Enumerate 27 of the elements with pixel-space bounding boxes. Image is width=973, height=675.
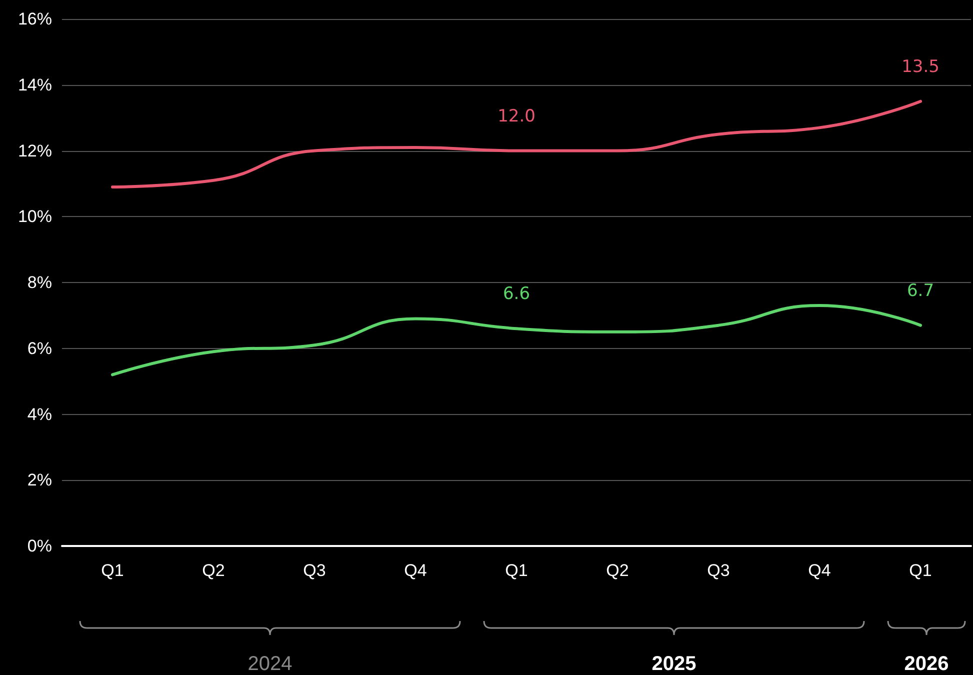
x-tick-label: Q3 xyxy=(707,561,730,580)
data-label: 12.0 xyxy=(498,106,536,126)
y-tick-label: 14% xyxy=(18,75,52,94)
data-label: 6.6 xyxy=(502,284,530,304)
y-tick-label: 4% xyxy=(27,404,52,424)
line-series xyxy=(111,304,922,376)
y-tick-label: 2% xyxy=(27,470,52,490)
x-tick-label: Q1 xyxy=(101,561,124,580)
text: 2024 xyxy=(248,653,292,675)
x-tick-label: Q3 xyxy=(303,561,326,580)
text: 2026 xyxy=(904,653,949,675)
x-tick-label: Q2 xyxy=(202,561,225,580)
y-tick-label: 12% xyxy=(18,141,52,160)
x-tick-label: Q1 xyxy=(505,561,528,580)
y-tick-label: 0% xyxy=(27,536,52,556)
x-tick-label: Q1 xyxy=(909,561,932,580)
text: 2025 xyxy=(652,653,696,675)
y-tick-label: 10% xyxy=(18,207,52,226)
line-series xyxy=(111,100,922,188)
x-tick-label: Q4 xyxy=(404,561,427,580)
data-label: 13.5 xyxy=(902,56,940,77)
x-tick-label: Q4 xyxy=(808,561,831,580)
y-tick-label: 8% xyxy=(27,273,52,292)
y-tick-label: 6% xyxy=(27,338,52,358)
x-tick-label: Q2 xyxy=(606,561,629,580)
y-tick-label: 16% xyxy=(18,10,52,28)
data-label: 6.7 xyxy=(906,280,934,301)
